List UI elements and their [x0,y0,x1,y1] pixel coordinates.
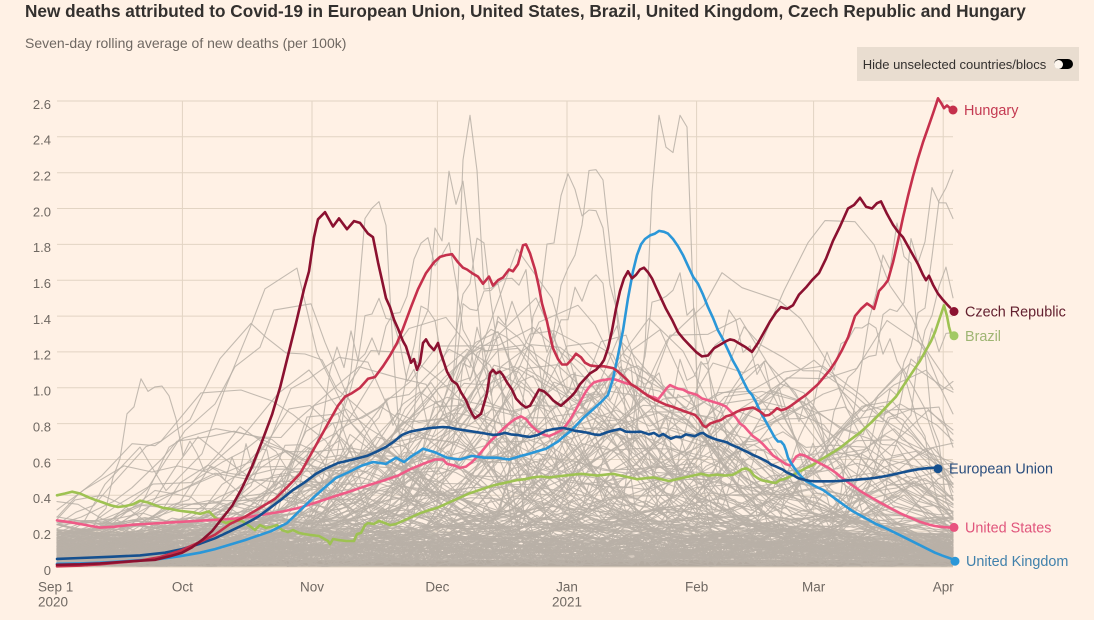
svg-text:2.2: 2.2 [33,169,51,184]
svg-text:2020: 2020 [38,595,68,610]
svg-text:United States: United States [965,520,1051,536]
svg-text:Feb: Feb [685,580,708,595]
svg-text:Apr: Apr [933,580,955,595]
svg-text:1.0: 1.0 [33,384,51,399]
svg-text:Sep 1: Sep 1 [38,580,73,595]
svg-text:2.0: 2.0 [33,204,51,219]
svg-text:Mar: Mar [802,580,826,595]
svg-text:Hungary: Hungary [964,103,1019,119]
svg-text:Czech Republic: Czech Republic [965,305,1066,321]
svg-text:0.6: 0.6 [33,455,51,470]
svg-text:European Union: European Union [949,462,1053,478]
svg-text:0: 0 [44,563,51,578]
svg-text:Jan: Jan [556,580,578,595]
svg-text:Oct: Oct [172,580,193,595]
svg-text:0.2: 0.2 [33,527,51,542]
svg-text:1.8: 1.8 [33,240,51,255]
svg-text:1.4: 1.4 [33,312,51,327]
svg-text:1.2: 1.2 [33,348,51,363]
svg-text:United Kingdom: United Kingdom [966,554,1068,570]
svg-text:Brazil: Brazil [965,329,1001,345]
svg-text:1.6: 1.6 [33,276,51,291]
svg-text:0.8: 0.8 [33,419,51,434]
svg-text:2021: 2021 [552,595,582,610]
svg-text:Dec: Dec [425,580,449,595]
svg-text:2.6: 2.6 [33,97,51,112]
svg-text:0.4: 0.4 [33,491,51,506]
svg-text:2.4: 2.4 [33,133,51,148]
svg-text:Nov: Nov [300,580,324,595]
